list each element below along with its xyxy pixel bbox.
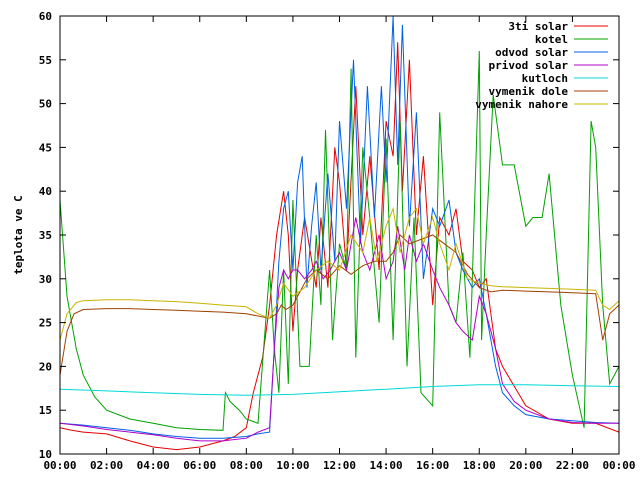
x-tick-label: 16:00 [416,459,449,472]
x-tick-label: 20:00 [509,459,542,472]
x-tick-label: 22:00 [556,459,589,472]
y-tick-label: 55 [39,54,52,67]
y-tick-label: 10 [39,448,52,461]
legend-label: kotel [535,33,568,46]
y-tick-label: 35 [39,229,52,242]
x-tick-label: 14:00 [370,459,403,472]
series-line-4 [59,384,620,396]
legend-label: vymenik dole [489,85,569,98]
y-tick-label: 50 [39,98,52,111]
series-line-0 [59,42,620,451]
y-tick-label: 30 [39,273,52,286]
y-axis-label: teplota ve C [12,195,25,274]
y-tick-label: 60 [39,10,52,23]
legend-label: vymenik nahore [475,98,568,111]
ticks-layer: 00:00 02:00 04:00 06:00 08:00 10:00 12:00 14:00… [39,10,636,472]
y-tick-label: 40 [39,185,52,198]
x-tick-label: 12:00 [323,459,356,472]
series-line-1 [59,50,620,431]
x-tick-label: 00:00 [602,459,635,472]
y-tick-label: 45 [39,141,52,154]
series-line-5 [59,234,620,376]
legend-label: odvod solar [495,46,568,59]
x-tick-label: 00:00 [43,459,76,472]
x-tick-label: 10:00 [276,459,309,472]
series-line-2 [59,15,620,439]
x-tick-label: 02:00 [90,459,123,472]
x-tick-label: 18:00 [463,459,496,472]
legend-label: privod solar [489,59,569,72]
series-line-6 [59,206,620,341]
x-tick-label: 06:00 [183,459,216,472]
x-tick-label: 08:00 [230,459,263,472]
legend-label: kutloch [522,72,568,85]
series-layer [59,15,620,451]
y-tick-label: 20 [39,360,52,373]
x-tick-label: 04:00 [137,459,170,472]
y-tick-label: 15 [39,404,52,417]
legend-label: 3ti solar [508,20,568,33]
y-tick-label: 25 [39,317,52,330]
